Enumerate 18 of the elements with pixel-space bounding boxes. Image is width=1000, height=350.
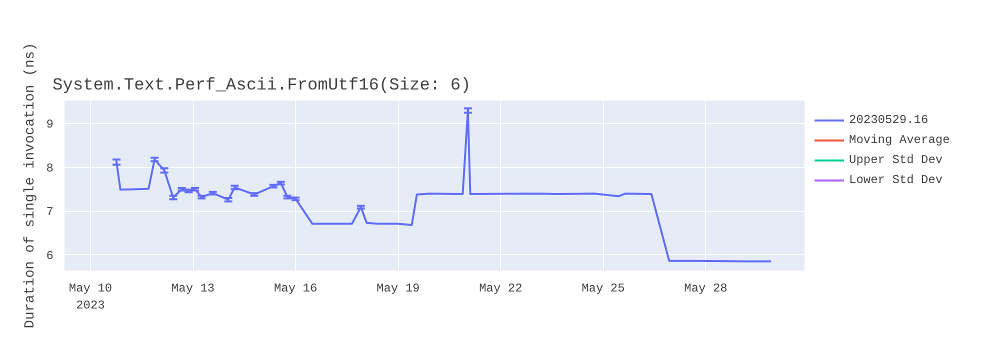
legend-label: 20230529.16	[849, 113, 928, 127]
x-tick-label: May 25	[582, 282, 625, 296]
legend-label: Upper Std Dev	[849, 153, 943, 167]
x-tick-label: May 28	[684, 282, 728, 296]
line-series	[115, 110, 772, 262]
y-tick-label: 8	[46, 161, 54, 176]
x-tick-label: May 19	[376, 282, 420, 296]
x-tick-label: May 10 2023	[68, 282, 112, 312]
y-axis-title: Duration of single invocation (ns)	[22, 42, 38, 328]
chart-title: System.Text.Perf_Ascii.FromUtf16(Size: 6)	[52, 76, 471, 96]
y-tick-label: 9	[46, 118, 54, 132]
y-tick-label: 6	[46, 248, 54, 263]
legend-label: Moving Average	[849, 133, 950, 147]
x-tick-label: May 13	[171, 282, 215, 296]
x-tick-label: May 16	[274, 282, 318, 296]
x-tick-label: May 22	[479, 282, 522, 296]
legend-label: Lower Std Dev	[849, 173, 943, 187]
y-tick-label: 7	[46, 205, 54, 220]
